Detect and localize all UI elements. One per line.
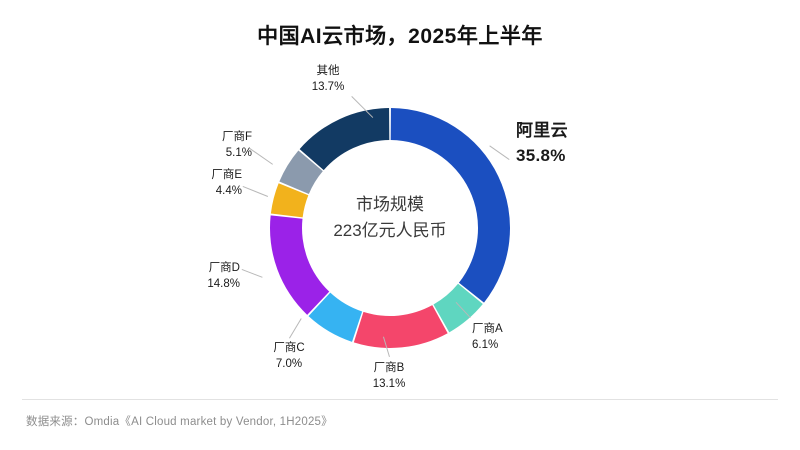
donut-slice[interactable] [299, 108, 390, 171]
footer-divider [22, 399, 778, 400]
slice-value-vendor-e: 4.4% [215, 184, 242, 197]
donut-slice[interactable] [308, 292, 363, 342]
callout-leader-line [241, 269, 263, 278]
slice-value-vendor-b: 13.1% [372, 377, 406, 390]
slice-name-other: 其他 [316, 65, 340, 77]
slice-value-vendor-d: 14.8% [207, 277, 240, 290]
donut-slice[interactable] [269, 215, 330, 315]
slice-name-alicloud: 阿里云 [516, 121, 568, 140]
donut-slice[interactable] [433, 283, 483, 333]
slice-value-other: 13.7% [311, 80, 345, 93]
slice-name-vendor-c: 厂商C [273, 342, 305, 354]
slice-name-vendor-b: 厂商B [373, 362, 405, 374]
slice-value-alicloud: 35.8% [516, 145, 566, 165]
donut-slice[interactable] [279, 150, 323, 194]
source-note: 数据来源：Omdia《AI Cloud market by Vendor, 1H… [26, 416, 333, 428]
slice-label-vendor-e: 厂商E 4.4% [160, 168, 242, 199]
slice-label-vendor-a: 厂商A 6.1% [472, 322, 554, 353]
donut-svg [269, 108, 511, 348]
donut-slice[interactable] [270, 183, 309, 218]
slice-label-vendor-b: 厂商B 13.1% [348, 361, 430, 392]
slice-value-vendor-f: 5.1% [225, 146, 252, 159]
slice-value-vendor-c: 7.0% [275, 357, 303, 370]
slice-label-alicloud: 阿里云 35.8% [516, 119, 568, 168]
slice-value-vendor-a: 6.1% [472, 338, 499, 351]
slice-name-vendor-d: 厂商D [208, 262, 240, 274]
slice-name-vendor-a: 厂商A [472, 323, 503, 335]
slice-label-vendor-c: 厂商C 7.0% [248, 341, 330, 372]
donut-slice[interactable] [390, 108, 511, 303]
chart-title: 中国AI云市场，2025年上半年 [257, 25, 543, 48]
donut-slice[interactable] [353, 305, 448, 348]
slice-name-vendor-f: 厂商F [221, 131, 252, 143]
slice-label-vendor-d: 厂商D 14.8% [152, 261, 240, 292]
donut-chart [265, 103, 515, 353]
slice-label-vendor-f: 厂商F 5.1% [170, 130, 252, 161]
slice-label-other: 其他 13.7% [268, 64, 388, 95]
slice-name-vendor-e: 厂商E [211, 169, 242, 181]
